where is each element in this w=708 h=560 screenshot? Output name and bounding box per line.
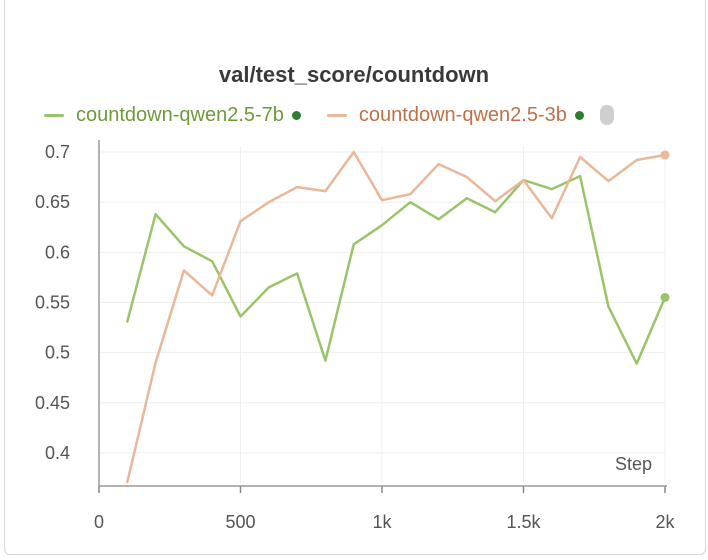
series-lines <box>126 150 670 484</box>
legend-more-icon[interactable] <box>599 105 614 125</box>
x-axis-label: Step <box>615 454 652 474</box>
x-tick-label: 2k <box>655 512 675 532</box>
grid-lines <box>99 147 666 483</box>
y-tick-label: 0.45 <box>35 393 70 413</box>
tick-labels: 0.4 0.45 0.5 0.55 0.6 0.65 0.7 0 500 1k 1.5k 2k <box>35 142 676 532</box>
x-tick-label: 1k <box>372 512 392 532</box>
y-tick-label: 0.65 <box>35 192 70 212</box>
series-line-0 <box>126 174 667 365</box>
axes <box>98 140 667 493</box>
chart-title: val/test_score/countdown <box>218 62 490 87</box>
y-tick-label: 0.6 <box>45 242 70 262</box>
legend: countdown-qwen2.5-7b countdown-qwen2.5-3… <box>44 101 614 129</box>
series-line-1 <box>126 150 667 484</box>
chart-panel <box>4 0 706 555</box>
run-status-dot-icon <box>291 110 301 120</box>
y-tick-label: 0.55 <box>35 292 70 312</box>
x-tick-label: 1.5k <box>506 512 541 532</box>
legend-item-7b[interactable]: countdown-qwen2.5-7b <box>44 104 301 127</box>
legend-item-3b[interactable]: countdown-qwen2.5-3b <box>326 103 584 127</box>
legend-label-3b: countdown-qwen2.5-3b <box>358 103 567 126</box>
legend-swatch-3b <box>326 113 347 117</box>
y-tick-label: 0.7 <box>45 142 70 162</box>
y-tick-label: 0.4 <box>45 443 70 463</box>
legend-swatch-7b <box>44 113 64 117</box>
legend-label-7b: countdown-qwen2.5-7b <box>76 103 284 126</box>
x-tick-label: 500 <box>225 512 255 532</box>
run-status-dot-icon <box>574 110 584 120</box>
x-tick-label: 0 <box>94 512 104 532</box>
series-end-marker-1 <box>660 150 670 160</box>
y-tick-label: 0.5 <box>45 343 70 363</box>
series-end-marker-0 <box>660 292 670 302</box>
